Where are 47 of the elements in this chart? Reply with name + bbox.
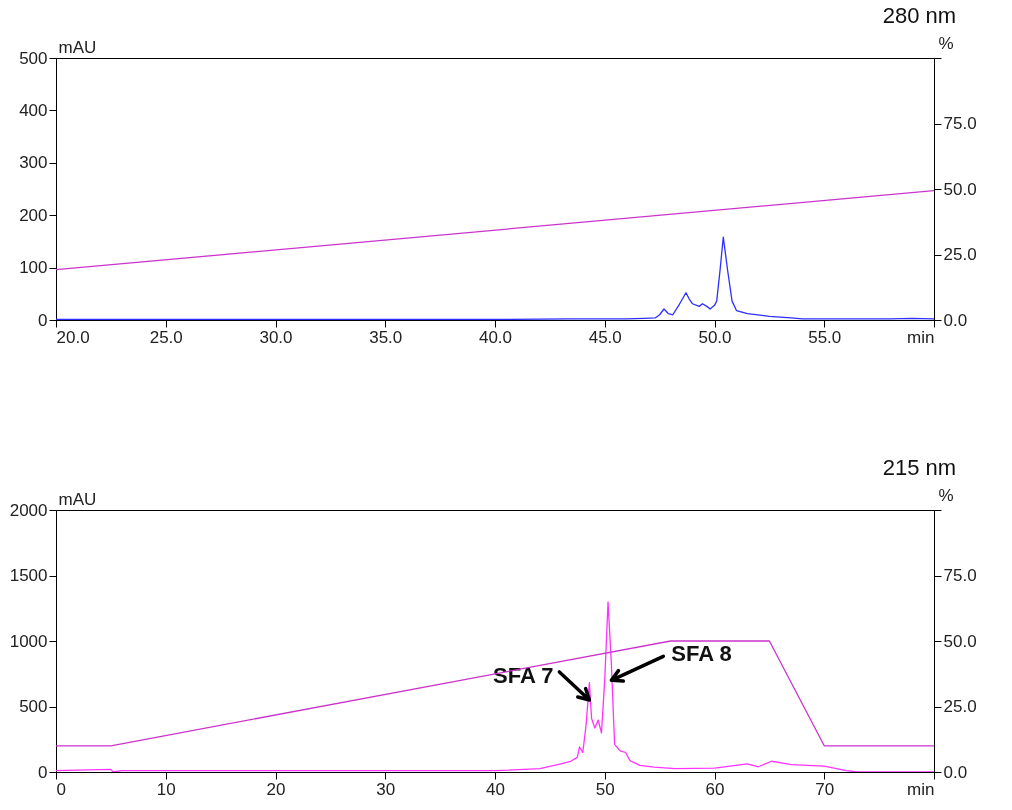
x-tick-label: 55.0 (808, 327, 842, 347)
annotation: SFA 7 (493, 662, 554, 688)
line-series (56, 601, 934, 772)
x-tick-label: 0 (56, 779, 66, 799)
y-tick-label: 1000 (9, 631, 48, 651)
annotation: SFA 8 (671, 641, 732, 667)
y2-axis-title: % (938, 485, 954, 505)
y-tick-label: 300 (19, 153, 48, 173)
x-tick-label: 50 (595, 779, 615, 799)
y-tick-label: 500 (19, 48, 48, 68)
x-tick-label: 70 (815, 779, 835, 799)
x-tick-label: 25.0 (149, 327, 183, 347)
chart-title: 280 nm (882, 3, 957, 28)
x-tick-label: 60 (705, 779, 725, 799)
x-tick-label: 45.0 (588, 327, 622, 347)
y2-tick-label: 25.0 (943, 245, 977, 264)
x-tick-label: 30.0 (259, 327, 293, 347)
line-series (56, 236, 934, 320)
chart-title: 215 nm (882, 455, 957, 480)
y-tick-label: 0 (38, 310, 48, 330)
y2-tick-label: 0.0 (943, 762, 968, 782)
x-tick-label: 10 (156, 779, 176, 799)
y-tick-label: 400 (19, 100, 48, 120)
y-tick-label: 1500 (9, 566, 48, 585)
y2-tick-label: 50.0 (943, 631, 977, 651)
y-tick-label: 200 (19, 205, 48, 225)
y-tick-label: 500 (19, 697, 48, 716)
x-tick-label: 40.0 (478, 327, 513, 347)
x-tick-label: 20.0 (56, 327, 90, 347)
y-tick-label: 100 (19, 258, 48, 278)
x-tick-label: 20 (266, 779, 286, 799)
x-tick-label: 35.0 (369, 327, 403, 347)
y-tick-label: 0 (38, 762, 48, 782)
x-tick-label: 30 (376, 779, 396, 799)
x-tick-label: min (907, 779, 935, 799)
x-tick-label: 40 (486, 779, 505, 799)
y2-tick-label: 25.0 (943, 697, 977, 716)
y-tick-label: 2000 (9, 500, 48, 520)
y2-axis-title: % (938, 33, 954, 53)
x-tick-label: 50.0 (698, 327, 732, 347)
y2-tick-label: 50.0 (943, 179, 977, 199)
y-axis-title: mAU (58, 37, 97, 57)
x-tick-label: min (907, 327, 935, 347)
y-axis-title: mAU (58, 489, 97, 509)
y2-tick-label: 75.0 (943, 114, 977, 133)
y2-tick-label: 75.0 (943, 566, 977, 585)
y2-tick-label: 0.0 (943, 310, 968, 330)
